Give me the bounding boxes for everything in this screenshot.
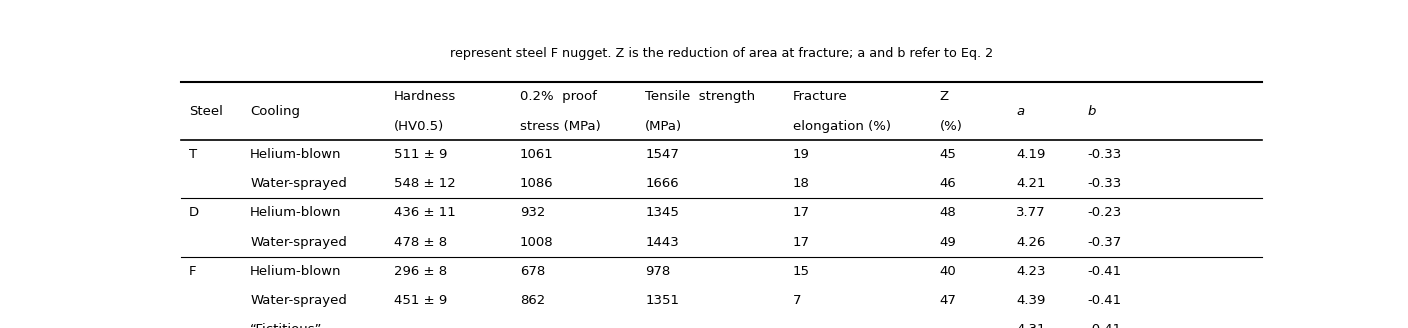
Text: 548 ± 12: 548 ± 12 xyxy=(394,177,456,191)
Text: -0.33: -0.33 xyxy=(1087,177,1121,191)
Text: 1345: 1345 xyxy=(645,207,679,219)
Text: 1351: 1351 xyxy=(645,294,679,307)
Text: Helium-blown: Helium-blown xyxy=(251,207,342,219)
Text: “Fictitious”: “Fictitious” xyxy=(251,323,322,328)
Text: 1547: 1547 xyxy=(645,148,679,161)
Text: -0.23: -0.23 xyxy=(1087,207,1121,219)
Text: Fracture: Fracture xyxy=(793,90,848,103)
Text: Water-sprayed: Water-sprayed xyxy=(251,294,348,307)
Text: 19: 19 xyxy=(793,148,810,161)
Text: T: T xyxy=(189,148,197,161)
Text: Steel: Steel xyxy=(189,105,222,118)
Text: 7: 7 xyxy=(793,294,801,307)
Text: Water-sprayed: Water-sprayed xyxy=(251,177,348,191)
Text: 511 ± 9: 511 ± 9 xyxy=(394,148,448,161)
Text: F: F xyxy=(189,265,197,277)
Text: 17: 17 xyxy=(793,207,810,219)
Text: 3.77: 3.77 xyxy=(1017,207,1046,219)
Text: -0.41: -0.41 xyxy=(1087,265,1121,277)
Text: 45: 45 xyxy=(941,148,956,161)
Text: 47: 47 xyxy=(941,294,956,307)
Text: 978: 978 xyxy=(645,265,670,277)
Text: Helium-blown: Helium-blown xyxy=(251,265,342,277)
Text: 17: 17 xyxy=(793,236,810,249)
Text: -0.33: -0.33 xyxy=(1087,148,1121,161)
Text: -0.37: -0.37 xyxy=(1087,236,1121,249)
Text: 1008: 1008 xyxy=(520,236,553,249)
Text: 478 ± 8: 478 ± 8 xyxy=(394,236,448,249)
Text: 4.39: 4.39 xyxy=(1017,294,1046,307)
Text: 49: 49 xyxy=(941,236,956,249)
Text: 4.31: 4.31 xyxy=(1017,323,1046,328)
Text: 296 ± 8: 296 ± 8 xyxy=(394,265,448,277)
Text: 4.26: 4.26 xyxy=(1017,236,1046,249)
Text: stress (MPa): stress (MPa) xyxy=(520,120,600,133)
Text: a: a xyxy=(1017,105,1025,118)
Text: 451 ± 9: 451 ± 9 xyxy=(394,294,448,307)
Text: (MPa): (MPa) xyxy=(645,120,683,133)
Text: -0.41: -0.41 xyxy=(1087,294,1121,307)
Text: D: D xyxy=(189,207,199,219)
Text: 40: 40 xyxy=(941,265,956,277)
Text: 932: 932 xyxy=(520,207,545,219)
Text: 0.2%  proof: 0.2% proof xyxy=(520,90,597,103)
Text: 48: 48 xyxy=(941,207,956,219)
Text: 862: 862 xyxy=(520,294,545,307)
Text: 1086: 1086 xyxy=(520,177,553,191)
Text: 46: 46 xyxy=(941,177,956,191)
Text: b: b xyxy=(1087,105,1095,118)
Text: Water-sprayed: Water-sprayed xyxy=(251,236,348,249)
Text: 4.23: 4.23 xyxy=(1017,265,1046,277)
Text: 4.21: 4.21 xyxy=(1017,177,1046,191)
Text: 18: 18 xyxy=(793,177,810,191)
Text: 1666: 1666 xyxy=(645,177,679,191)
Text: (HV0.5): (HV0.5) xyxy=(394,120,445,133)
Text: -0.41: -0.41 xyxy=(1087,323,1121,328)
Text: 678: 678 xyxy=(520,265,545,277)
Text: Cooling: Cooling xyxy=(251,105,300,118)
Text: represent steel F nugget. Z is the reduction of area at fracture; a and b refer : represent steel F nugget. Z is the reduc… xyxy=(451,47,993,60)
Text: 1061: 1061 xyxy=(520,148,553,161)
Text: 4.19: 4.19 xyxy=(1017,148,1046,161)
Text: Helium-blown: Helium-blown xyxy=(251,148,342,161)
Text: elongation (%): elongation (%) xyxy=(793,120,890,133)
Text: 436 ± 11: 436 ± 11 xyxy=(394,207,456,219)
Text: Hardness: Hardness xyxy=(394,90,456,103)
Text: (%): (%) xyxy=(941,120,963,133)
Text: Tensile  strength: Tensile strength xyxy=(645,90,755,103)
Text: 1443: 1443 xyxy=(645,236,679,249)
Text: Z: Z xyxy=(941,90,949,103)
Text: 15: 15 xyxy=(793,265,810,277)
